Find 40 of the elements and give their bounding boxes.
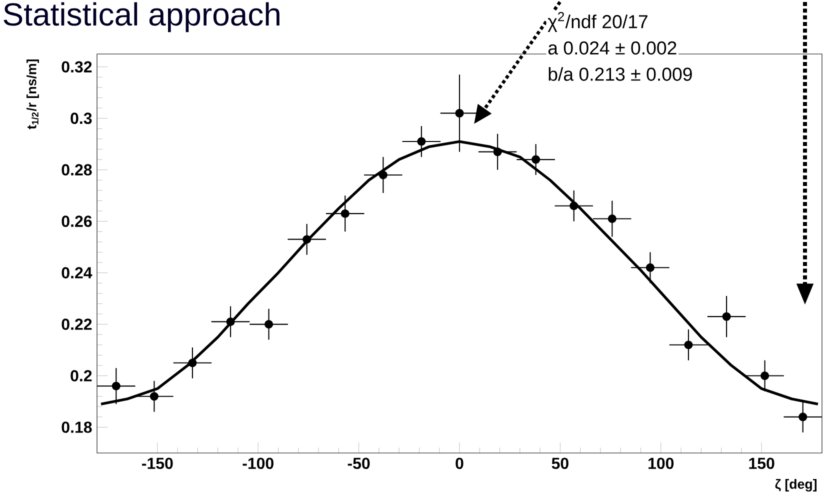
- annotation: a 0.024 ± 0.002: [548, 41, 676, 55]
- y-tick-label: 0.32: [62, 61, 92, 73]
- point: [493, 148, 502, 156]
- point: [684, 340, 693, 350]
- x-tick-label: -150: [142, 458, 173, 470]
- point: [226, 317, 235, 326]
- y-tick-label: 0.28: [62, 164, 92, 176]
- x-tick-label: -50: [348, 458, 370, 470]
- point: [417, 137, 426, 146]
- point: [340, 209, 350, 218]
- x-tick-label: 100: [648, 458, 674, 470]
- point: [264, 320, 274, 329]
- point: [532, 155, 540, 164]
- point: [760, 371, 770, 380]
- x-tick-label: 0: [456, 458, 464, 470]
- y-tick-label: 0.26: [62, 216, 92, 227]
- point: [722, 312, 731, 321]
- y-tick-label: 0.24: [62, 267, 92, 278]
- x-axis-title: ζ [deg]: [775, 479, 817, 492]
- x-tick-label: 150: [749, 458, 774, 470]
- point: [608, 214, 616, 224]
- point: [570, 202, 578, 210]
- text: χ$^{2}$/ndf 20/17: [548, 12, 648, 32]
- point: [188, 358, 197, 368]
- point: [302, 235, 312, 244]
- point: [150, 392, 158, 401]
- y-tick-label: 0.3: [70, 112, 92, 124]
- point: [378, 170, 388, 180]
- y-tick-label: 0.22: [62, 318, 92, 330]
- x-tick-label: 50: [552, 458, 568, 470]
- y-tick-label: 0.2: [70, 370, 92, 382]
- x-tick-label: -100: [242, 458, 274, 470]
- y-axis-title: t$_{1/2}$/r [ns/m]: [26, 59, 39, 130]
- chart-title: Statistical approach: [4, 2, 280, 32]
- point: [455, 108, 464, 118]
- annotation: b/a 0.213 ± 0.009: [548, 67, 692, 81]
- point: [798, 412, 808, 422]
- point: [112, 382, 120, 390]
- point: [646, 263, 654, 272]
- y-tick-label: 0.18: [62, 422, 92, 433]
